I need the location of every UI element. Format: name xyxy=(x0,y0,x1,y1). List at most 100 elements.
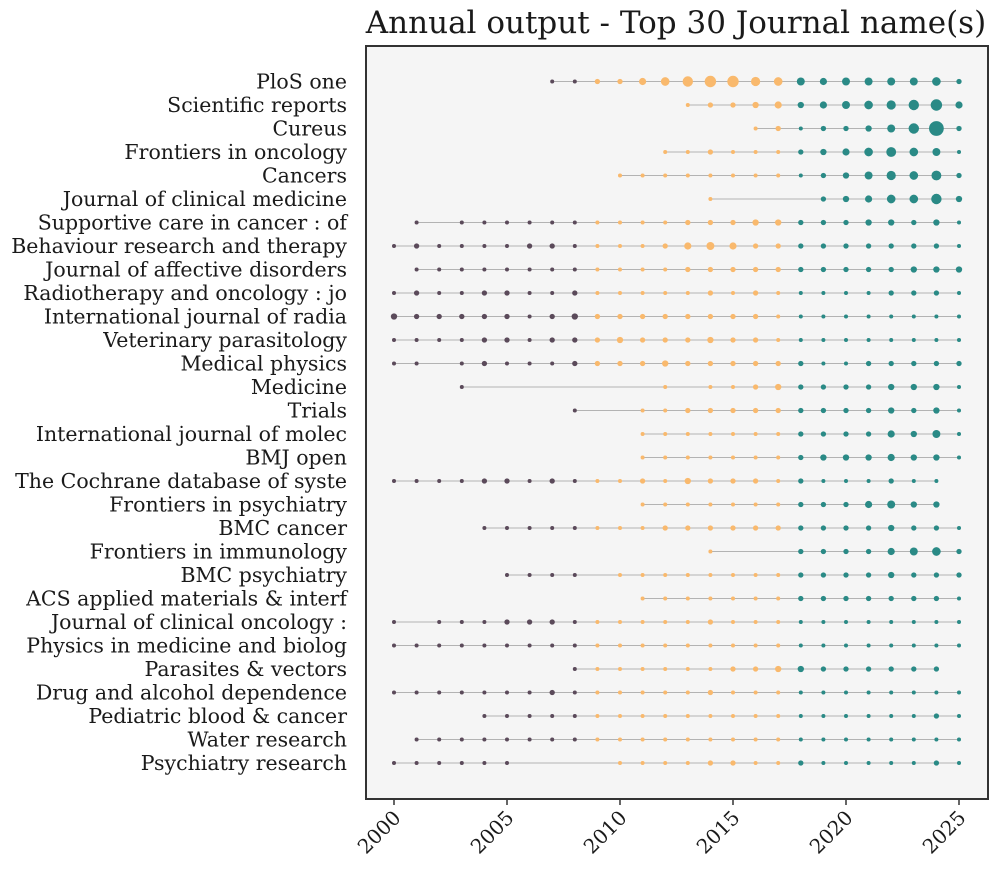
data-point xyxy=(911,360,917,367)
data-point xyxy=(776,432,781,436)
data-point xyxy=(527,573,532,577)
data-point xyxy=(527,220,532,225)
data-point xyxy=(482,220,487,225)
data-point xyxy=(505,526,509,530)
x-tick-label: 2000 xyxy=(353,806,406,859)
data-point xyxy=(390,313,398,320)
data-point xyxy=(888,266,894,273)
data-point xyxy=(821,714,826,718)
data-point xyxy=(753,502,758,507)
data-point xyxy=(957,314,961,319)
data-point xyxy=(865,454,872,461)
data-point xyxy=(888,595,894,602)
data-point xyxy=(887,77,896,86)
data-point xyxy=(708,737,713,742)
data-point xyxy=(957,244,961,248)
data-point xyxy=(663,408,668,413)
data-point xyxy=(842,454,850,461)
data-point xyxy=(776,455,781,460)
data-point xyxy=(821,737,826,742)
data-point xyxy=(844,291,848,295)
data-point xyxy=(866,620,871,624)
data-point xyxy=(957,455,961,460)
data-point xyxy=(775,383,782,391)
data-point xyxy=(731,737,735,742)
data-point xyxy=(933,243,940,249)
data-point xyxy=(505,690,509,695)
data-point xyxy=(595,643,600,648)
data-point xyxy=(956,572,962,578)
data-point xyxy=(865,125,872,132)
journal-label: Parasites & vectors xyxy=(145,657,347,681)
data-point xyxy=(707,689,714,696)
data-point xyxy=(550,643,555,648)
journal-label: Frontiers in oncology xyxy=(124,140,347,164)
journal-label: Physics in medicine and biolog xyxy=(26,634,347,658)
data-point xyxy=(616,336,624,344)
data-point xyxy=(866,643,871,648)
data-point xyxy=(842,148,850,156)
data-point xyxy=(572,573,577,577)
data-point xyxy=(889,314,894,319)
data-point xyxy=(550,714,555,718)
data-point xyxy=(753,737,758,742)
data-point xyxy=(956,78,962,85)
data-point xyxy=(957,690,961,695)
data-point xyxy=(730,760,736,766)
data-point xyxy=(820,595,827,602)
data-point xyxy=(437,244,442,248)
data-point xyxy=(844,690,848,695)
data-point xyxy=(731,690,735,695)
data-point xyxy=(640,667,645,671)
data-point xyxy=(888,243,894,249)
data-point xyxy=(437,620,442,624)
data-point xyxy=(708,173,713,178)
data-point xyxy=(843,666,849,672)
data-point xyxy=(821,643,826,648)
data-point xyxy=(844,361,848,366)
data-point xyxy=(798,338,803,342)
data-point xyxy=(639,313,646,320)
data-point xyxy=(909,547,918,556)
data-point xyxy=(505,737,509,742)
data-point xyxy=(933,290,940,296)
data-point xyxy=(886,100,896,110)
data-point xyxy=(707,407,714,414)
data-point xyxy=(685,667,690,671)
data-point xyxy=(909,171,919,180)
data-point xyxy=(844,714,848,718)
data-point xyxy=(640,643,645,648)
data-point xyxy=(527,479,532,483)
data-point xyxy=(931,193,942,205)
data-point xyxy=(549,689,555,696)
data-point xyxy=(730,525,736,531)
data-point xyxy=(776,173,781,178)
journal-label: Veterinary parasitology xyxy=(102,328,347,352)
data-point xyxy=(392,620,396,624)
x-tick-label: 2005 xyxy=(466,806,519,859)
data-point xyxy=(707,266,714,273)
data-point xyxy=(459,479,464,483)
data-point xyxy=(842,172,850,179)
data-point xyxy=(618,690,622,695)
data-point xyxy=(753,455,758,460)
data-point xyxy=(572,526,577,530)
data-point xyxy=(618,479,622,483)
journal-label: Frontiers in immunology xyxy=(90,540,348,564)
data-point xyxy=(549,337,555,343)
data-point xyxy=(481,313,488,320)
journal-label: Psychiatry research xyxy=(141,751,347,775)
data-point xyxy=(888,571,895,579)
data-point xyxy=(459,244,464,248)
data-point xyxy=(482,761,487,765)
data-point xyxy=(866,761,871,765)
data-point xyxy=(844,314,848,319)
data-point xyxy=(504,619,510,625)
journal-label: Frontiers in psychiatry xyxy=(109,493,347,517)
data-point xyxy=(640,408,645,413)
data-point xyxy=(414,690,419,695)
data-point xyxy=(910,501,917,508)
data-point xyxy=(505,714,509,718)
data-point xyxy=(865,525,872,531)
